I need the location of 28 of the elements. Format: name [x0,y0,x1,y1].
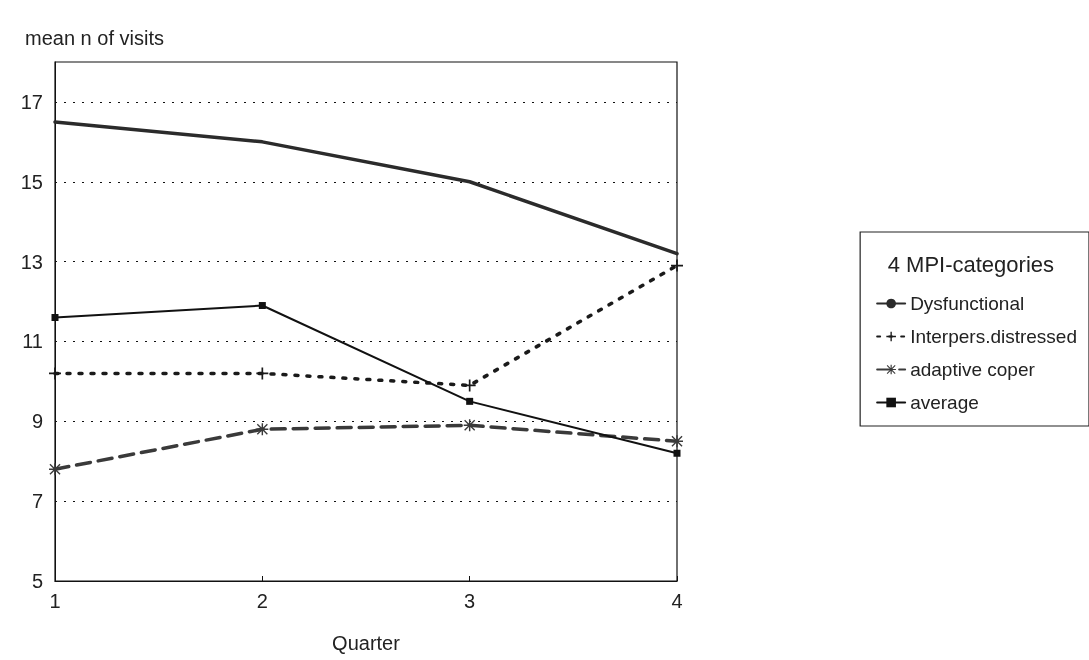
point [673,449,681,457]
x-axis-title: Quarter [332,632,401,654]
legend-label: Dysfunctional [910,293,1025,314]
y-tick-label: 15 [20,170,43,193]
point [256,367,269,380]
x-tick-label: 2 [256,590,268,612]
y-tick-label: 9 [31,410,43,433]
point [49,367,61,380]
legend-label: Interpers.distressed [910,326,1078,347]
y-tick-label: 13 [20,250,43,273]
point [49,463,61,476]
point [466,397,474,405]
point [51,314,59,322]
legend-label: average [910,392,979,413]
legend-label: adaptive coper [910,359,1036,380]
point [258,302,266,310]
line-series [53,120,679,256]
point [671,259,683,272]
y-tick-label: 17 [20,90,43,113]
x-tick-label: 4 [671,590,683,612]
legend-title: 4 MPI-categories [887,251,1055,277]
x-tick-label: 1 [49,590,61,612]
x-tick-label: 3 [464,590,476,612]
y-tick-label: 11 [22,330,43,353]
y-axis-title: mean n of visits [25,27,164,49]
y-tick-label: 7 [31,490,43,513]
point [671,435,683,448]
y-tick-label: 5 [31,570,43,592]
